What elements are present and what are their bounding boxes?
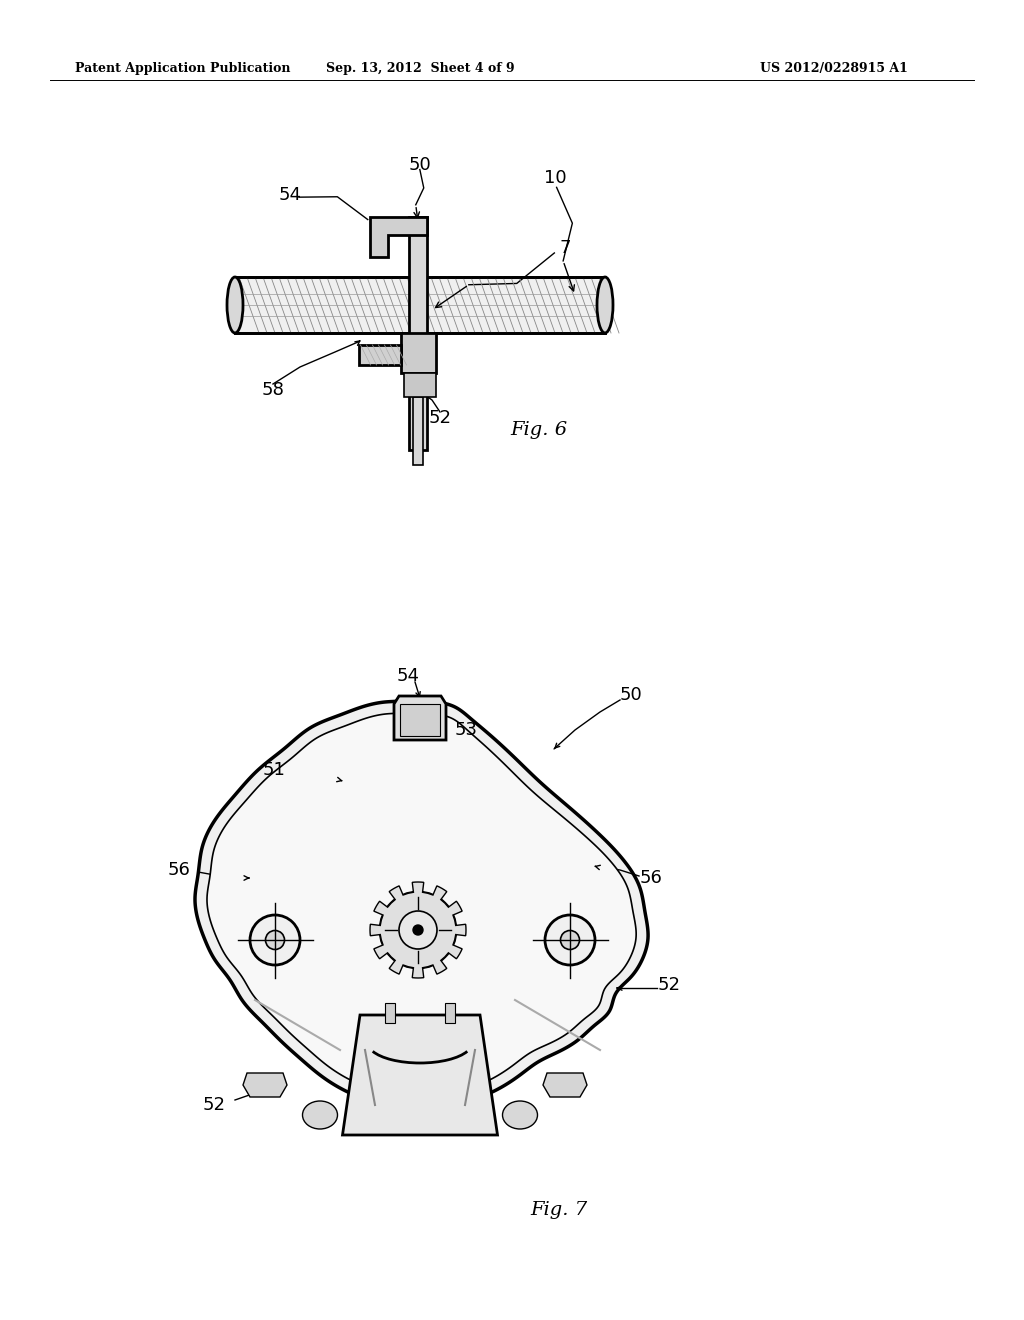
Polygon shape: [370, 882, 466, 978]
Text: Fig. 7: Fig. 7: [530, 1201, 587, 1218]
Circle shape: [265, 931, 285, 949]
Polygon shape: [243, 1073, 287, 1097]
Text: 52: 52: [428, 409, 452, 426]
Polygon shape: [404, 374, 436, 397]
Ellipse shape: [227, 277, 243, 333]
Text: 54: 54: [409, 1096, 431, 1114]
Circle shape: [413, 925, 423, 935]
Ellipse shape: [597, 277, 613, 333]
Polygon shape: [400, 333, 435, 374]
Circle shape: [250, 915, 300, 965]
Polygon shape: [358, 345, 400, 366]
Circle shape: [560, 931, 580, 949]
Text: 52: 52: [203, 1096, 226, 1114]
Ellipse shape: [503, 1101, 538, 1129]
Circle shape: [545, 915, 595, 965]
Polygon shape: [234, 277, 605, 333]
Text: 54: 54: [279, 186, 301, 205]
Text: 56: 56: [640, 869, 663, 887]
Polygon shape: [195, 700, 648, 1111]
Text: 54: 54: [396, 667, 420, 685]
Text: 56: 56: [167, 861, 190, 879]
Text: Fig. 6: Fig. 6: [510, 421, 567, 440]
Text: US 2012/0228915 A1: US 2012/0228915 A1: [760, 62, 908, 75]
Polygon shape: [394, 696, 446, 741]
Circle shape: [380, 892, 456, 968]
Circle shape: [399, 911, 437, 949]
Polygon shape: [342, 1015, 498, 1135]
Polygon shape: [400, 704, 440, 737]
Text: 10: 10: [544, 169, 566, 187]
Polygon shape: [445, 1003, 455, 1023]
Text: 51: 51: [262, 762, 285, 779]
Text: 50: 50: [620, 686, 643, 704]
Text: 7: 7: [559, 239, 570, 257]
Polygon shape: [413, 397, 423, 465]
Text: 52: 52: [658, 975, 681, 994]
Text: 58: 58: [261, 381, 285, 399]
Polygon shape: [385, 1003, 395, 1023]
Text: Patent Application Publication: Patent Application Publication: [75, 62, 291, 75]
Polygon shape: [409, 216, 427, 450]
Text: Sep. 13, 2012  Sheet 4 of 9: Sep. 13, 2012 Sheet 4 of 9: [326, 62, 514, 75]
Polygon shape: [543, 1073, 587, 1097]
Text: 50: 50: [409, 156, 431, 174]
Polygon shape: [207, 711, 636, 1100]
Ellipse shape: [302, 1101, 338, 1129]
Polygon shape: [370, 216, 427, 257]
Text: 53: 53: [455, 721, 478, 739]
